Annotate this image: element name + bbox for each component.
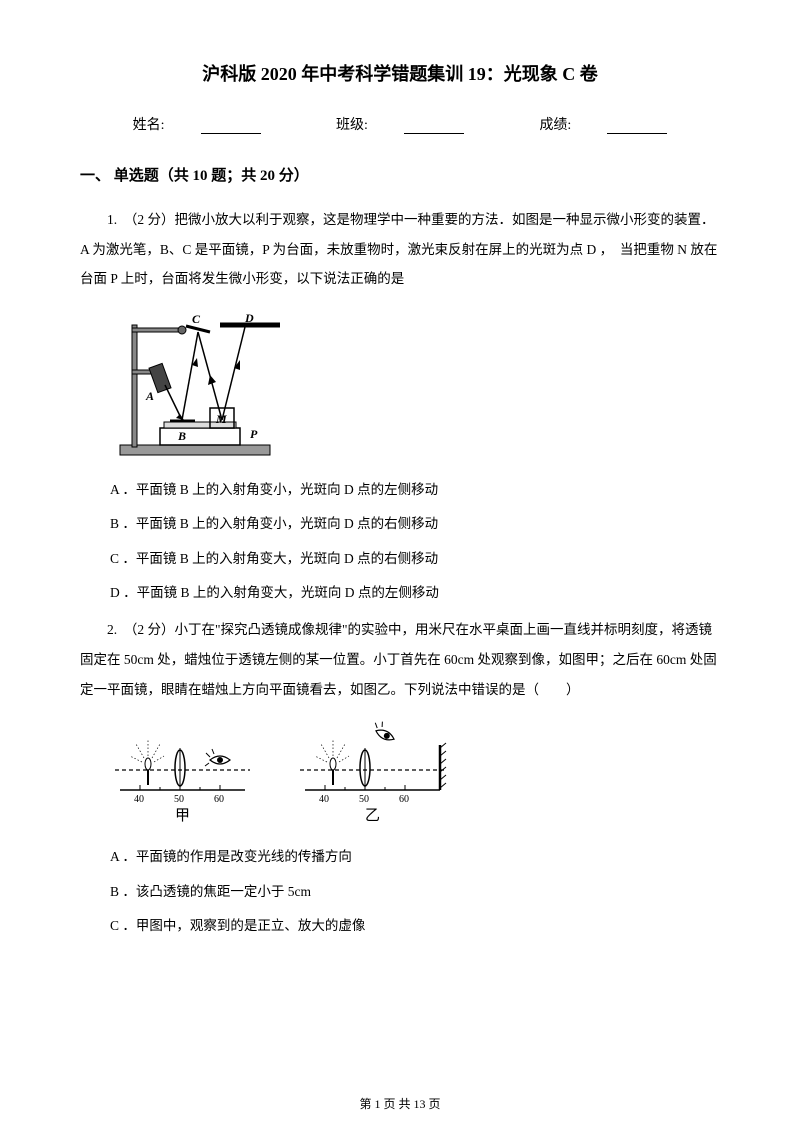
label-yi: 乙 [365,808,380,824]
q1-option-a: A ．平面镜 B 上的入射角变小，光斑向 D 点的左侧移动 [110,478,720,502]
name-field: 姓名: [115,118,282,133]
label-d: D [244,311,254,325]
label-a: A [145,389,154,403]
question-1-text: 1. （2 分）把微小放大以利于观察，这是物理学中一种重要的方法．如图是一种显示… [80,205,720,294]
page-footer: 第 1 页 共 13 页 [0,1095,800,1112]
class-label: 班级: [336,118,368,133]
label-c: C [192,312,201,326]
tick-40-yi: 40 [319,794,329,805]
label-b: B [177,429,186,443]
q2-option-b: B ．该凸透镜的焦距一定小于 5cm [110,880,720,904]
tick-60-yi: 60 [399,794,409,805]
class-underline [404,120,464,134]
q1-option-b: B ．平面镜 B 上的入射角变小，光斑向 D 点的右侧移动 [110,512,720,536]
score-underline [607,120,667,134]
tick-50-jia: 50 [174,794,184,805]
score-label: 成绩: [539,118,571,133]
q1-option-c: C ．平面镜 B 上的入射角变大，光斑向 D 点的右侧移动 [110,547,720,571]
q2-option-c: C ．甲图中，观察到的是正立、放大的虚像 [110,914,720,938]
section-header: 一、 单选题（共 10 题；共 20 分） [80,164,720,185]
label-jia: 甲 [175,808,190,824]
label-p: P [250,427,258,441]
tick-60-jia: 60 [214,794,224,805]
name-underline [201,120,261,134]
class-field: 班级: [318,118,485,133]
diagram-2: 40 50 60 甲 [110,720,720,825]
tick-50-yi: 50 [359,794,369,805]
diagram-1: C D A B M P [110,310,720,460]
question-2-text: 2. （2 分）小丁在"探究凸透镜成像规律"的实验中，用米尺在水平桌面上画一直线… [80,615,720,704]
tick-40-jia: 40 [134,794,144,805]
student-info-line: 姓名: 班级: 成绩: [80,114,720,134]
score-field: 成绩: [521,118,685,133]
name-label: 姓名: [133,118,165,133]
page-title: 沪科版 2020 年中考科学错题集训 19：光现象 C 卷 [80,60,720,86]
q2-option-a: A ．平面镜的作用是改变光线的传播方向 [110,845,720,869]
q1-option-d: D ．平面镜 B 上的入射角变大，光斑向 D 点的左侧移动 [110,581,720,605]
